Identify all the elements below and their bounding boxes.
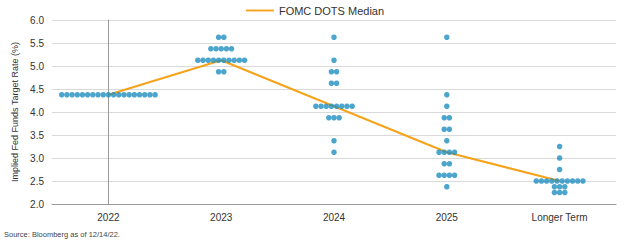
svg-text:4.5: 4.5 bbox=[30, 84, 44, 95]
svg-text:6.0: 6.0 bbox=[30, 15, 44, 26]
svg-text:3.0: 3.0 bbox=[30, 153, 44, 164]
svg-text:2024: 2024 bbox=[323, 212, 346, 223]
svg-text:3.5: 3.5 bbox=[30, 130, 44, 141]
svg-text:Implied Fed Funds Target Rate: Implied Fed Funds Target Rate (%) bbox=[10, 42, 20, 182]
svg-text:2.5: 2.5 bbox=[30, 176, 44, 187]
svg-text:2.0: 2.0 bbox=[30, 199, 44, 210]
svg-text:FOMC DOTS Median: FOMC DOTS Median bbox=[279, 5, 384, 17]
svg-text:5.0: 5.0 bbox=[30, 61, 44, 72]
svg-text:2022: 2022 bbox=[97, 212, 120, 223]
svg-text:Longer Term: Longer Term bbox=[532, 212, 588, 223]
svg-text:2025: 2025 bbox=[436, 212, 459, 223]
svg-text:2023: 2023 bbox=[210, 212, 233, 223]
svg-text:5.5: 5.5 bbox=[30, 38, 44, 49]
svg-text:4.0: 4.0 bbox=[30, 107, 44, 118]
svg-text:Source: Bloomberg as of 12/14/: Source: Bloomberg as of 12/14/22. bbox=[4, 230, 120, 239]
